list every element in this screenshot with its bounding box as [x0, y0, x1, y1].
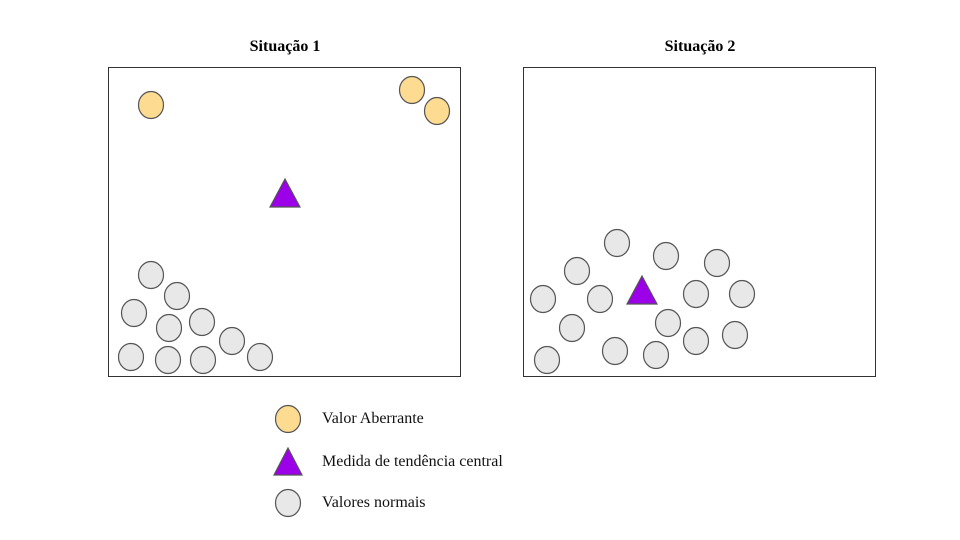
normal-point — [682, 326, 710, 356]
legend-item-center: Medida de tendência central — [270, 447, 503, 477]
normal-point — [558, 313, 586, 343]
normal-point — [117, 342, 145, 372]
normal-point — [163, 281, 191, 311]
normal-point — [603, 228, 631, 258]
normal-point — [188, 307, 216, 337]
central-tendency-marker — [268, 177, 302, 208]
normal-point — [721, 320, 749, 350]
normal-point — [728, 279, 756, 309]
situation-2-scatter — [529, 228, 756, 375]
outlier-legend-icon — [274, 404, 302, 434]
normal-point — [120, 298, 148, 328]
normal-point — [246, 342, 274, 372]
situation-2-panel — [523, 67, 876, 377]
normal-point — [155, 313, 183, 343]
normal-point — [533, 345, 561, 375]
normal-point — [642, 340, 670, 370]
normal-point — [137, 260, 165, 290]
legend-item-normal: Valores normais — [270, 488, 426, 518]
normal-point — [703, 248, 731, 278]
normal-point — [652, 241, 680, 271]
central-tendency-marker — [625, 274, 659, 305]
legend-label-outlier: Valor Aberrante — [322, 410, 424, 427]
central-tendency-legend-icon — [273, 447, 303, 476]
normal-point — [586, 284, 614, 314]
legend-item-outlier: Valor Aberrante — [270, 404, 424, 434]
normal-point — [189, 345, 217, 375]
panel-2-title: Situação 2 — [664, 38, 736, 55]
outlier-point — [423, 96, 451, 126]
normal-point — [563, 256, 591, 286]
normal-point — [601, 336, 629, 366]
situation-1-panel — [108, 67, 461, 377]
normal-point — [529, 284, 557, 314]
outlier-point — [398, 75, 426, 105]
normal-point — [682, 279, 710, 309]
normal-point — [154, 345, 182, 375]
normal-point — [218, 326, 246, 356]
normal-value-legend-icon — [274, 488, 302, 518]
panel-1-title: Situação 1 — [249, 38, 321, 55]
legend-label-normal: Valores normais — [322, 494, 426, 511]
outlier-point — [137, 90, 165, 120]
normal-point — [654, 308, 682, 338]
situation-1-scatter — [117, 75, 451, 375]
legend-label-center: Medida de tendência central — [322, 453, 503, 470]
